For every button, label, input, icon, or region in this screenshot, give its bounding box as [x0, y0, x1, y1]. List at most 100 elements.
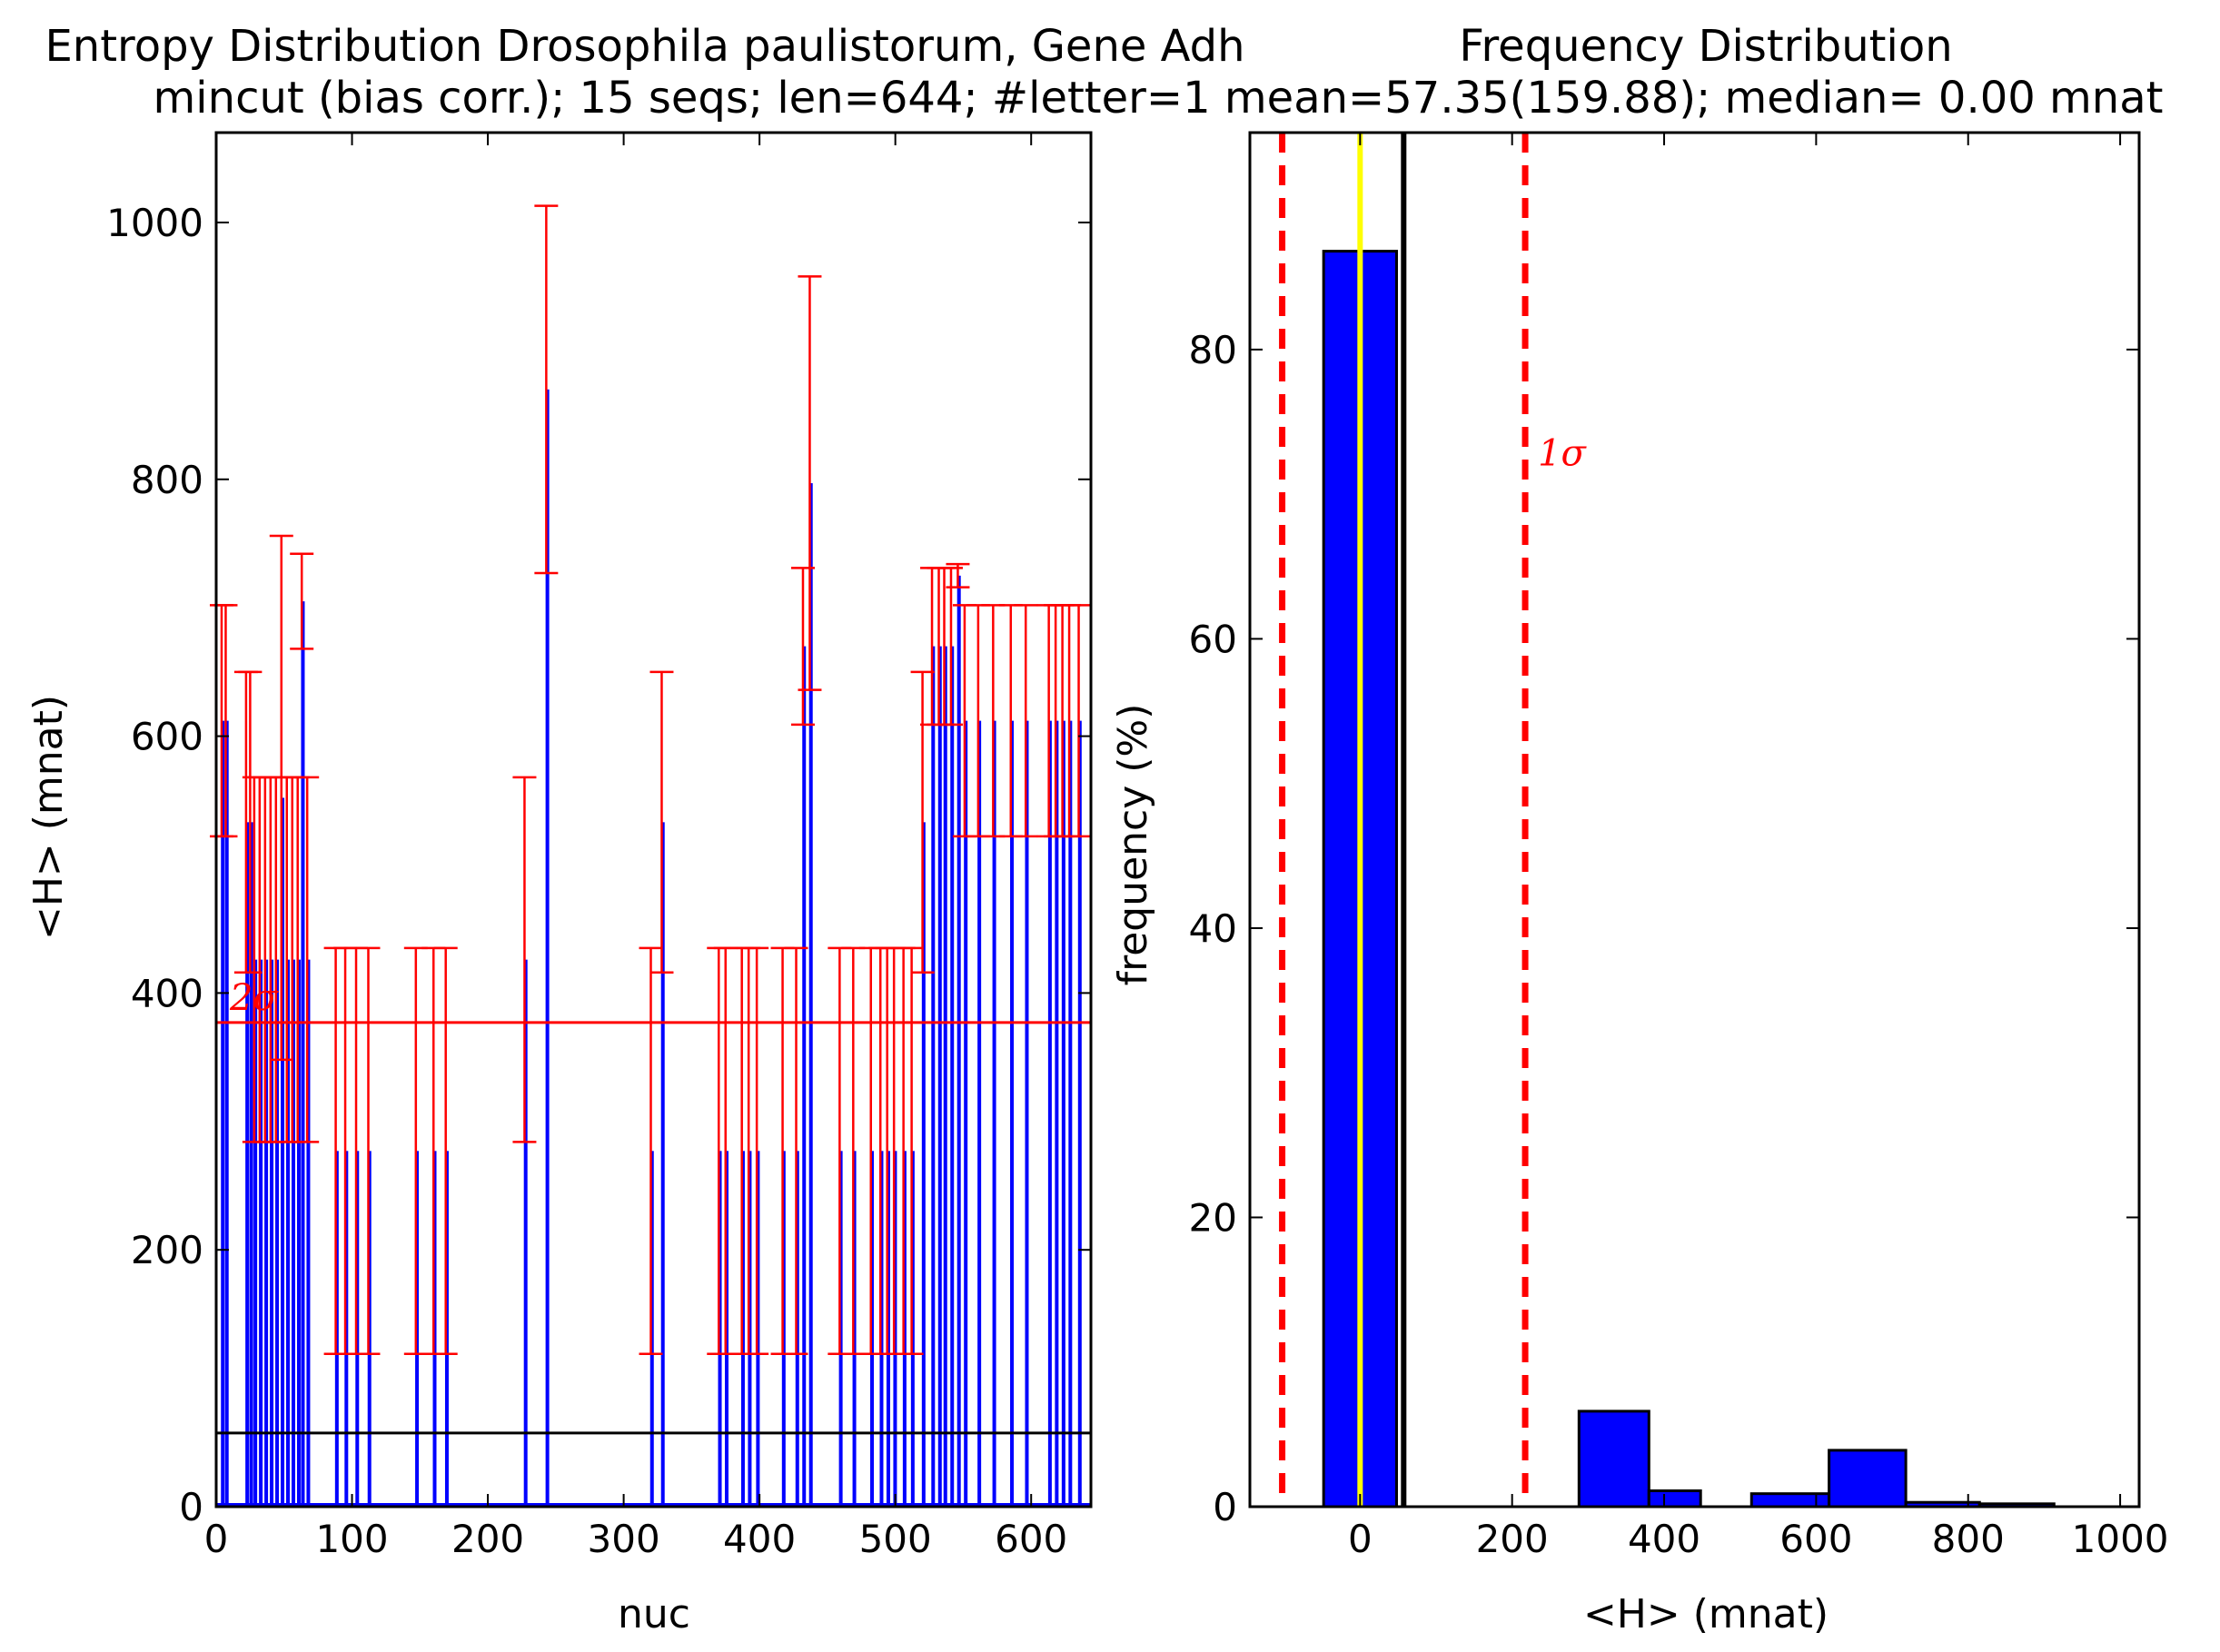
error-bar	[713, 946, 738, 1355]
entropy-bar	[931, 646, 936, 1507]
entropy-bar	[306, 959, 311, 1507]
entropy-bar	[221, 720, 225, 1507]
error-bar	[323, 946, 348, 1355]
entropy-bars	[216, 389, 1091, 1508]
entropy-bar	[943, 646, 947, 1507]
x-tick-label: 400	[1628, 1517, 1700, 1561]
entropy-bar	[355, 1151, 360, 1507]
right-x-axis-label: <H> (mnat)	[1583, 1591, 1829, 1637]
entropy-bar	[1047, 720, 1052, 1507]
entropy-bar	[879, 1151, 884, 1507]
entropy-bar	[301, 601, 305, 1507]
entropy-bar	[523, 959, 528, 1507]
histogram-bar	[1749, 1492, 1831, 1509]
error-bar	[649, 670, 674, 974]
entropy-bar	[718, 1151, 722, 1507]
error-bar	[639, 946, 663, 1355]
entropy-bar	[291, 959, 295, 1507]
entropy-bar	[748, 1151, 752, 1507]
x-tick-label: 400	[723, 1517, 796, 1561]
entropy-bar	[852, 1151, 857, 1507]
error-bar	[770, 946, 795, 1355]
entropy-bar	[725, 1151, 729, 1507]
left-y-axis-label: <H> (mnat)	[25, 695, 72, 940]
one-sigma-lines	[1279, 133, 1529, 1507]
entropy-bar	[649, 1151, 654, 1507]
y-tick-label: 600	[131, 715, 203, 759]
x-tick-label: 1000	[2072, 1517, 2169, 1561]
entropy-bar	[259, 959, 263, 1507]
error-bar	[512, 776, 537, 1143]
histogram-bar	[1647, 1489, 1702, 1509]
y-tick-label: 80	[1189, 328, 1237, 372]
entropy-bar	[253, 959, 258, 1507]
entropy-bar	[1077, 720, 1082, 1507]
y-tick-label: 0	[1213, 1485, 1237, 1529]
entropy-bar	[808, 483, 813, 1507]
entropy-error-bars	[209, 204, 1091, 1355]
entropy-bar	[740, 1151, 745, 1507]
error-bar	[269, 534, 293, 1062]
error-bar	[966, 604, 990, 838]
error-bar	[238, 670, 263, 974]
error-bar	[858, 946, 883, 1355]
y-tick-label: 40	[1189, 906, 1237, 951]
error-bar	[421, 946, 446, 1355]
entropy-bar	[756, 1151, 760, 1507]
error-bar	[841, 946, 866, 1355]
y-tick-label: 0	[179, 1485, 203, 1529]
entropy-bar	[950, 646, 955, 1507]
entropy-bar	[415, 1151, 420, 1507]
entropy-bar	[1055, 720, 1059, 1507]
entropy-bar	[838, 1151, 843, 1507]
error-bar	[213, 604, 238, 838]
error-bar	[433, 946, 458, 1355]
entropy-bar	[802, 646, 807, 1507]
histogram-bar	[1577, 1410, 1650, 1509]
entropy-bar	[956, 575, 961, 1507]
entropy-bar	[992, 720, 996, 1507]
entropy-bar	[334, 1151, 339, 1507]
x-tick-label: 200	[451, 1517, 524, 1561]
entropy-bar	[1010, 720, 1015, 1507]
histogram-bars	[1322, 250, 2056, 1509]
right-plot-frame	[1248, 131, 2141, 1509]
left-chart-title: Entropy Distribution Drosophila paulisto…	[45, 21, 1244, 72]
error-bar	[981, 604, 1006, 838]
error-bar	[295, 776, 320, 1143]
left-axis-ticks: 0 100 200 300 400 500 600 0 200 400 600 800 1000	[106, 133, 1091, 1561]
x-tick-label: 300	[588, 1517, 660, 1561]
right-axis-ticks: 0 200 400 600 800 1000 0 20 40 60 80	[1189, 133, 2169, 1561]
error-bar	[1057, 604, 1082, 838]
error-bar	[828, 946, 852, 1355]
x-tick-label: 500	[859, 1517, 932, 1561]
error-bar	[784, 946, 808, 1355]
entropy-bar	[224, 720, 229, 1507]
error-bar	[1066, 604, 1091, 838]
entropy-bar	[245, 822, 250, 1507]
entropy-bar	[432, 1151, 437, 1507]
entropy-bar	[902, 1151, 907, 1507]
entropy-bar	[249, 822, 253, 1507]
one-sigma-label: 1σ	[1538, 432, 1587, 474]
entropy-bar	[545, 389, 550, 1508]
y-tick-label: 200	[131, 1228, 203, 1272]
error-bar	[534, 204, 559, 575]
entropy-bar	[921, 822, 926, 1507]
x-tick-label: 0	[204, 1517, 229, 1561]
entropy-bar	[964, 720, 968, 1507]
x-tick-label: 100	[315, 1517, 388, 1561]
x-tick-label: 600	[1779, 1517, 1852, 1561]
error-bar	[899, 946, 924, 1355]
entropy-bar	[795, 1151, 799, 1507]
error-bar	[290, 552, 314, 650]
frequency-distribution-chart: 1σ 0 200 400 600 800 1000 0 20 40 60 80 <H> (mnat)…	[1110, 131, 2169, 1637]
error-bar	[745, 946, 769, 1355]
left-chart-subtitle: mincut (bias corr.); 15 seqs; len=644; #…	[154, 73, 2164, 124]
error-bar	[910, 670, 935, 974]
error-bar	[356, 946, 381, 1355]
entropy-bar	[1025, 720, 1029, 1507]
histogram-bar	[1828, 1449, 1908, 1509]
x-tick-label: 600	[995, 1517, 1067, 1561]
